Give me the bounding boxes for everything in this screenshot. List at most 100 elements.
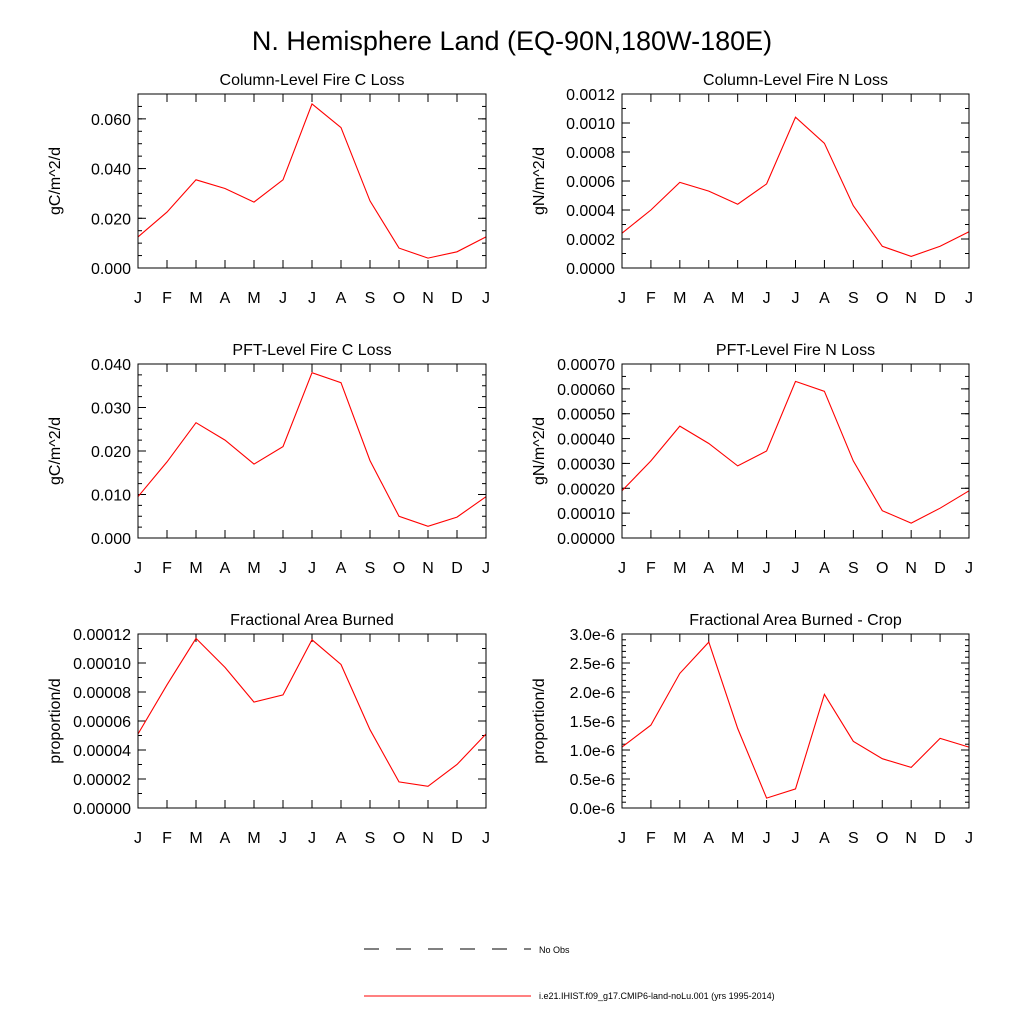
panel-6: Fractional Area Burned - Crop proportion/…	[531, 612, 973, 847]
x-tick-label: M	[189, 290, 202, 307]
plot-frame	[621, 93, 970, 269]
x-tick-label: O	[876, 560, 888, 577]
x-tick-label: N	[422, 830, 434, 847]
x-tick-label: J	[279, 290, 287, 307]
x-tick-label: F	[162, 560, 172, 577]
plot-frame	[621, 633, 970, 809]
y-tick-label: 0.00000	[73, 801, 131, 818]
y-tick-label: 0.040	[91, 357, 131, 374]
x-tick-label: J	[763, 560, 771, 577]
y-tick-label: 0.030	[91, 401, 131, 418]
y-tick-label: 0.00000	[557, 531, 615, 548]
x-tick-label: J	[965, 560, 973, 577]
x-tick-label: A	[220, 560, 231, 577]
y-tick-label: 0.010	[91, 488, 131, 505]
x-tick-label: O	[876, 290, 888, 307]
x-tick-label: F	[162, 830, 172, 847]
legend: No Obs i.e21.IHIST.f09_g17.CMIP6-land-no…	[364, 945, 775, 1001]
y-tick-label: 0.0000	[566, 261, 615, 278]
y-tick-label: 0.020	[91, 444, 131, 461]
panels: Column-Level Fire C Loss gC/m^2/d 0.000 0.0…	[47, 72, 973, 847]
x-tick-label: J	[482, 830, 490, 847]
panel-1: Column-Level Fire C Loss gC/m^2/d 0.000 0.0…	[47, 72, 490, 307]
series-line	[621, 380, 970, 524]
plot-frame	[137, 363, 487, 539]
y-tick-label: 0.00006	[73, 714, 131, 731]
y-tick-label: 0.000	[91, 531, 131, 548]
x-tick-label: O	[393, 560, 405, 577]
x-tick-label: J	[763, 290, 771, 307]
panel-title: PFT-Level Fire C Loss	[232, 342, 391, 359]
plot-frame	[137, 633, 487, 809]
x-tick-label: A	[819, 560, 830, 577]
y-tick-label: 0.00012	[73, 627, 131, 644]
y-tick-label: 0.0012	[566, 87, 615, 104]
y-tick-label: 0.00070	[557, 357, 615, 374]
y-tick-label: 0.00040	[557, 432, 615, 449]
x-tick-label: J	[618, 560, 626, 577]
x-tick-label: O	[393, 830, 405, 847]
x-tick-label: O	[876, 830, 888, 847]
y-tick-label: 0.00004	[73, 743, 131, 760]
x-tick-label: F	[646, 560, 656, 577]
x-tick-label: S	[365, 290, 376, 307]
x-tick-label: M	[731, 290, 744, 307]
x-tick-label: M	[247, 830, 260, 847]
y-axis-label: gC/m^2/d	[47, 417, 64, 485]
x-tick-label: J	[134, 560, 142, 577]
x-tick-label: S	[365, 560, 376, 577]
x-tick-label: M	[247, 290, 260, 307]
x-tick-label: A	[819, 830, 830, 847]
y-axis-label: proportion/d	[47, 678, 64, 763]
x-tick-label: S	[848, 560, 859, 577]
y-tick-label: 1.5e-6	[570, 714, 615, 731]
x-tick-label: M	[673, 290, 686, 307]
x-tick-label: J	[482, 290, 490, 307]
x-tick-label: M	[731, 560, 744, 577]
x-tick-label: N	[905, 830, 917, 847]
x-tick-label: J	[134, 830, 142, 847]
panel-title: Column-Level Fire N Loss	[703, 72, 888, 89]
x-tick-label: J	[618, 830, 626, 847]
y-tick-label: 0.0010	[566, 116, 615, 133]
x-tick-label: D	[451, 560, 463, 577]
series-line	[137, 102, 487, 259]
y-tick-label: 0.00008	[73, 685, 131, 702]
y-tick-label: 0.00010	[557, 506, 615, 523]
x-tick-label: J	[792, 560, 800, 577]
x-tick-label: D	[451, 290, 463, 307]
x-tick-label: N	[422, 290, 434, 307]
panel-5: Fractional Area Burned proportion/d 0.0000…	[47, 612, 490, 847]
y-tick-label: 0.060	[91, 112, 131, 129]
y-tick-label: 3.0e-6	[570, 627, 615, 644]
y-tick-label: 1.0e-6	[570, 743, 615, 760]
x-tick-label: J	[279, 560, 287, 577]
x-tick-label: A	[819, 290, 830, 307]
panel-3: PFT-Level Fire C Loss gC/m^2/d 0.000 0.010 0…	[47, 342, 490, 577]
x-tick-label: J	[792, 290, 800, 307]
x-tick-label: S	[848, 830, 859, 847]
x-tick-label: N	[905, 290, 917, 307]
legend-label-model: i.e21.IHIST.f09_g17.CMIP6-land-noLu.001 …	[539, 991, 775, 1001]
x-tick-label: A	[336, 830, 347, 847]
x-tick-label: M	[247, 560, 260, 577]
x-tick-label: F	[162, 290, 172, 307]
y-tick-label: 0.5e-6	[570, 772, 615, 789]
y-tick-label: 0.00002	[73, 772, 131, 789]
x-tick-label: N	[905, 560, 917, 577]
y-tick-label: 0.00050	[557, 407, 615, 424]
x-tick-label: A	[703, 830, 714, 847]
y-axis-label: gN/m^2/d	[531, 147, 548, 215]
y-tick-label: 2.5e-6	[570, 656, 615, 673]
x-tick-label: D	[934, 290, 946, 307]
panel-title: Fractional Area Burned	[230, 612, 394, 629]
y-axis-label: gN/m^2/d	[531, 417, 548, 485]
y-tick-label: 0.000	[91, 261, 131, 278]
x-tick-label: N	[422, 560, 434, 577]
x-tick-label: M	[189, 560, 202, 577]
x-tick-label: D	[934, 560, 946, 577]
panel-title: PFT-Level Fire N Loss	[716, 342, 875, 359]
x-tick-label: J	[618, 290, 626, 307]
y-tick-label: 0.020	[91, 211, 131, 228]
